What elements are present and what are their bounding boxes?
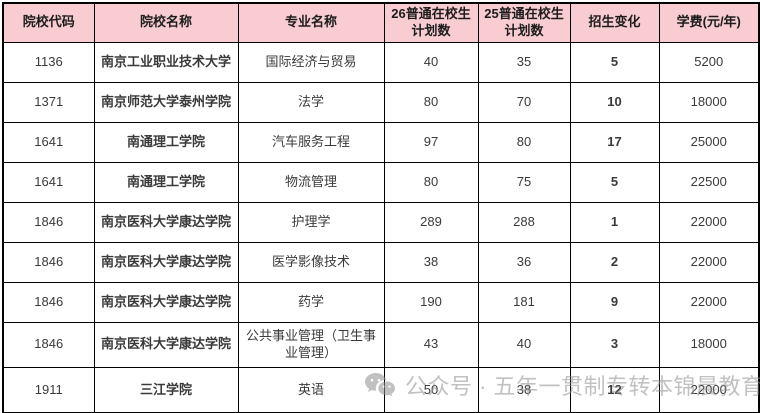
- cell-enrollment-change: 5: [569, 161, 660, 203]
- table-row: 1136 南京工业职业技术大学 国际经济与贸易 40 35 5 5200: [2, 41, 760, 83]
- cell-plan-25: 75: [477, 161, 571, 203]
- column-header-plan-25: 25普通在校生计划数: [477, 2, 571, 43]
- cell-school-name: 南京工业职业技术大学: [93, 41, 239, 83]
- cell-plan-25: 36: [477, 241, 571, 283]
- cell-plan-25: 288: [477, 201, 571, 243]
- cell-tuition: 25000: [658, 121, 760, 163]
- column-header-plan-26: 26普通在校生计划数: [383, 2, 479, 43]
- cell-school-code: 1846: [2, 281, 95, 323]
- cell-major-name: 汽车服务工程: [237, 121, 385, 163]
- cell-plan-26: 80: [383, 81, 479, 123]
- cell-plan-26: 50: [383, 366, 479, 413]
- cell-plan-26: 289: [383, 201, 479, 243]
- cell-major-name: 医学影像技术: [237, 241, 385, 283]
- cell-major-name: 公共事业管理（卫生事业管理）: [237, 321, 385, 368]
- cell-school-name: 南通理工学院: [93, 121, 239, 163]
- cell-plan-25: 38: [477, 366, 571, 413]
- cell-major-name: 护理学: [237, 201, 385, 243]
- cell-plan-26: 80: [383, 161, 479, 203]
- cell-enrollment-change: 9: [569, 281, 660, 323]
- cell-plan-26: 38: [383, 241, 479, 283]
- cell-enrollment-change: 2: [569, 241, 660, 283]
- cell-school-name: 南京医科大学康达学院: [93, 321, 239, 368]
- cell-school-code: 1911: [2, 366, 95, 413]
- cell-enrollment-change: 1: [569, 201, 660, 243]
- cell-enrollment-change: 5: [569, 41, 660, 83]
- cell-tuition: 5200: [658, 41, 760, 83]
- cell-school-code: 1641: [2, 161, 95, 203]
- column-header-tuition: 学费(元/年): [658, 2, 760, 43]
- column-header-school-name: 院校名称: [93, 2, 239, 43]
- cell-major-name: 法学: [237, 81, 385, 123]
- cell-tuition: 22000: [658, 241, 760, 283]
- cell-plan-25: 70: [477, 81, 571, 123]
- column-header-enrollment-change: 招生变化: [569, 2, 660, 43]
- table-row: 1641 南通理工学院 汽车服务工程 97 80 17 25000: [2, 121, 760, 163]
- column-header-major-name: 专业名称: [237, 2, 385, 43]
- cell-tuition: 22500: [658, 161, 760, 203]
- cell-major-name: 国际经济与贸易: [237, 41, 385, 83]
- cell-tuition: 22000: [658, 201, 760, 243]
- cell-school-code: 1136: [2, 41, 95, 83]
- cell-plan-25: 40: [477, 321, 571, 368]
- cell-enrollment-change: 10: [569, 81, 660, 123]
- cell-major-name: 药学: [237, 281, 385, 323]
- cell-school-code: 1641: [2, 121, 95, 163]
- cell-enrollment-change: 3: [569, 321, 660, 368]
- cell-plan-25: 181: [477, 281, 571, 323]
- cell-plan-26: 40: [383, 41, 479, 83]
- table-row: 1911 三江学院 英语 50 38 12 22000: [2, 366, 760, 413]
- cell-school-code: 1846: [2, 241, 95, 283]
- table-row: 1846 南京医科大学康达学院 药学 190 181 9 22000: [2, 281, 760, 323]
- cell-enrollment-change: 12: [569, 366, 660, 413]
- table-row: 1846 南京医科大学康达学院 护理学 289 288 1 22000: [2, 201, 760, 243]
- cell-plan-25: 35: [477, 41, 571, 83]
- column-header-school-code: 院校代码: [2, 2, 95, 43]
- table-row: 1846 南京医科大学康达学院 医学影像技术 38 36 2 22000: [2, 241, 760, 283]
- cell-school-code: 1371: [2, 81, 95, 123]
- cell-school-name: 南通理工学院: [93, 161, 239, 203]
- cell-school-name: 南京师范大学泰州学院: [93, 81, 239, 123]
- cell-tuition: 18000: [658, 81, 760, 123]
- cell-school-name: 南京医科大学康达学院: [93, 241, 239, 283]
- cell-major-name: 英语: [237, 366, 385, 413]
- cell-school-code: 1846: [2, 201, 95, 243]
- table-row: 1641 南通理工学院 物流管理 80 75 5 22500: [2, 161, 760, 203]
- cell-plan-26: 43: [383, 321, 479, 368]
- cell-school-name: 南京医科大学康达学院: [93, 201, 239, 243]
- cell-school-name: 三江学院: [93, 366, 239, 413]
- cell-tuition: 22000: [658, 366, 760, 413]
- table-row: 1371 南京师范大学泰州学院 法学 80 70 10 18000: [2, 81, 760, 123]
- cell-plan-26: 97: [383, 121, 479, 163]
- cell-tuition: 18000: [658, 321, 760, 368]
- cell-school-name: 南京医科大学康达学院: [93, 281, 239, 323]
- table-row: 1846 南京医科大学康达学院 公共事业管理（卫生事业管理） 43 40 3 1…: [2, 321, 760, 368]
- cell-plan-25: 80: [477, 121, 571, 163]
- cell-school-code: 1846: [2, 321, 95, 368]
- header-row: 院校代码 院校名称 专业名称 26普通在校生计划数 25普通在校生计划数 招生变…: [2, 2, 760, 43]
- cell-plan-26: 190: [383, 281, 479, 323]
- cell-enrollment-change: 17: [569, 121, 660, 163]
- cell-major-name: 物流管理: [237, 161, 385, 203]
- cell-tuition: 22000: [658, 281, 760, 323]
